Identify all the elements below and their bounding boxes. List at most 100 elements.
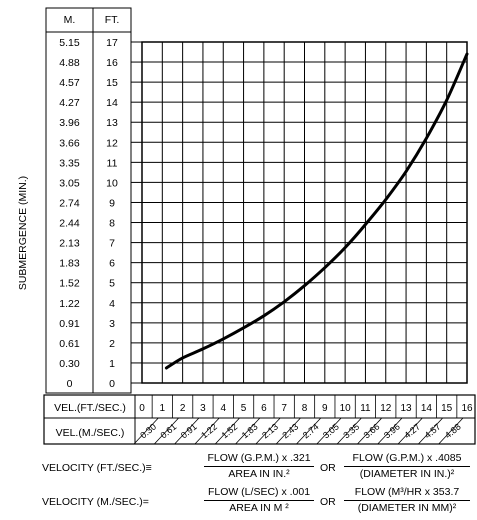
y-tick-label-feet: 8 [109,218,115,230]
y-tick-label-feet: 10 [106,177,118,189]
y-tick-label-feet: 5 [109,278,115,290]
x-table-box [43,394,476,445]
x-tick-label-ft: 9 [322,403,328,414]
y-tick-label-meters: 4.57 [59,77,80,89]
x-tick-label-ft: 3 [200,403,206,414]
x-tick-label-m: 3.96 [382,422,402,441]
formula-m-diameter-numerator: FLOW (M³/HR x 353.7 [344,486,470,501]
y-tick-label-meters: 0 [67,378,73,390]
x-tick-label-ft: 15 [441,403,453,414]
formula-m-area: FLOW (L/SEC) x .001 AREA IN M ² [204,486,314,515]
y-tick-label-meters: 0.91 [59,318,80,330]
formulas-panel: VELOCITY (FT./SEC.)≡ FLOW (G.P.M.) x .32… [0,448,477,520]
x-tick-label-m: 3.35 [341,422,361,441]
y-tick-label-feet: 16 [106,57,118,69]
x-tick-divider-m [154,417,179,445]
x-row2-label: VEL.(M./SEC.) [56,427,125,439]
or-text: OR [320,462,336,474]
meters-header: M. [64,14,76,26]
grid [141,41,468,384]
formula-ft-diameter: FLOW (G.P.M.) x .4085 (DIAMETER IN IN.)² [344,452,470,481]
x-tick-label-m: 2.43 [280,422,300,441]
x-tick-label-m: 0.91 [179,422,199,441]
x-tick-label-ft: 13 [401,403,413,414]
y-tick-label-meters: 1.83 [59,258,80,270]
y-tick-label-feet: 17 [106,37,118,49]
y-tick-label-feet: 0 [109,378,115,390]
y-tick-label-meters: 2.74 [59,197,80,209]
y-tick-label-feet: 7 [109,238,115,250]
x-tick-divider-m [418,417,443,445]
y-tick-label-feet: 2 [109,338,115,350]
x-tick-divider-m [397,417,423,445]
y-tick-label-meters: 3.96 [59,117,80,129]
x-tick-divider-m [296,417,322,445]
y-tick-label-meters: 2.13 [59,238,80,250]
y-tick-label-feet: 6 [109,258,115,270]
table-body-box [45,31,132,394]
velocity-m-label: VELOCITY (M./SEC.)= [42,496,149,508]
x-tick-label-ft: 14 [421,403,433,414]
y-tick-label-feet: 15 [106,77,118,89]
x-tick-label-ft: 5 [241,403,247,414]
formula-ft-area-numerator: FLOW (G.P.M.) x .321 [204,452,314,467]
curve-layer [164,52,469,370]
y-axis-table: M. FT.0123456789101112131415161700.300.61… [45,7,142,394]
x-tick-divider-m [214,417,240,445]
x-tick-divider-m [174,417,200,445]
x-tick-divider-m [336,417,362,445]
x-tick-label-ft: 2 [180,403,186,414]
formula-ft-area-denominator: AREA IN IN.² [228,468,290,480]
x-tick-label-ft: 1 [160,403,166,414]
x-tick-label-ft: 10 [340,403,352,414]
x-tick-divider-m [377,417,403,445]
y-tick-label-feet: 1 [109,358,115,370]
x-tick-label-m: 1.52 [219,422,239,441]
y-axis-label: SUBMERGENCE (MIN.) [17,176,29,290]
velocity-ft-label: VELOCITY (FT./SEC.)≡ [42,462,152,474]
y-tick-label-feet: 12 [106,137,118,149]
plot-frame [141,41,468,384]
x-tick-label-ft: 12 [380,403,392,414]
feet-header: FT. [105,14,120,26]
x-tick-label-m: 2.74 [301,422,321,441]
y-tick-label-meters: 3.05 [59,177,80,189]
x-tick-label-m: 1.22 [199,422,219,441]
y-tick-label-feet: 9 [109,197,115,209]
x-tick-label-ft: 7 [281,403,287,414]
x-tick-divider-m [438,417,464,445]
submergence-velocity-chart: M. FT.0123456789101112131415161700.300.61… [17,7,476,445]
y-tick-label-meters: 2.44 [59,218,80,230]
y-tick-label-feet: 4 [109,298,115,310]
x-tick-label-m: 4.57 [423,422,443,441]
y-tick-label-meters: 1.22 [59,298,80,310]
y-tick-label-feet: 3 [109,318,115,330]
y-tick-label-meters: 0.61 [59,338,80,350]
y-tick-label-meters: 0.30 [59,358,80,370]
x-axis-table: VEL.(FT./SEC.)VEL.(M./SEC.)0 1 2 3 4 5 6 7 8 9 10 1… [43,394,476,445]
x-tick-divider-m [235,417,261,445]
formula-m-diameter: FLOW (M³/HR x 353.7 (DIAMETER IN MM)² [344,486,470,515]
formula-ft-diameter-numerator: FLOW (G.P.M.) x .4085 [344,452,470,467]
x-tick-label-ft: 0 [139,403,145,414]
y-tick-label-meters: 5.15 [59,37,80,49]
or-text: OR [320,496,336,508]
y-tick-label-feet: 11 [107,157,118,169]
y-tick-label-feet: 13 [106,117,118,129]
y-tick-label-meters: 3.35 [59,157,80,169]
x-tick-divider-m [316,417,342,445]
formula-m-area-numerator: FLOW (L/SEC) x .001 [204,486,314,501]
x-tick-label-ft: 4 [220,403,226,414]
x-tick-divider-m [194,417,220,445]
submergence-curve [164,52,469,370]
x-tick-divider-m [255,417,281,445]
x-tick-label-ft: 11 [360,403,371,414]
x-tick-label-m: 4.88 [443,422,463,441]
x-tick-divider-m [133,417,159,445]
formula-ft-area: FLOW (G.P.M.) x .321 AREA IN IN.² [204,452,314,481]
x-tick-label-m: 3.66 [362,422,382,441]
x-tick-label-ft: 6 [261,403,267,414]
x-tick-label-m: 0.30 [138,422,158,441]
x-tick-label-m: 3.05 [321,422,341,441]
formula-row-m: VELOCITY (M./SEC.)= FLOW (L/SEC) x .001 … [0,486,477,518]
